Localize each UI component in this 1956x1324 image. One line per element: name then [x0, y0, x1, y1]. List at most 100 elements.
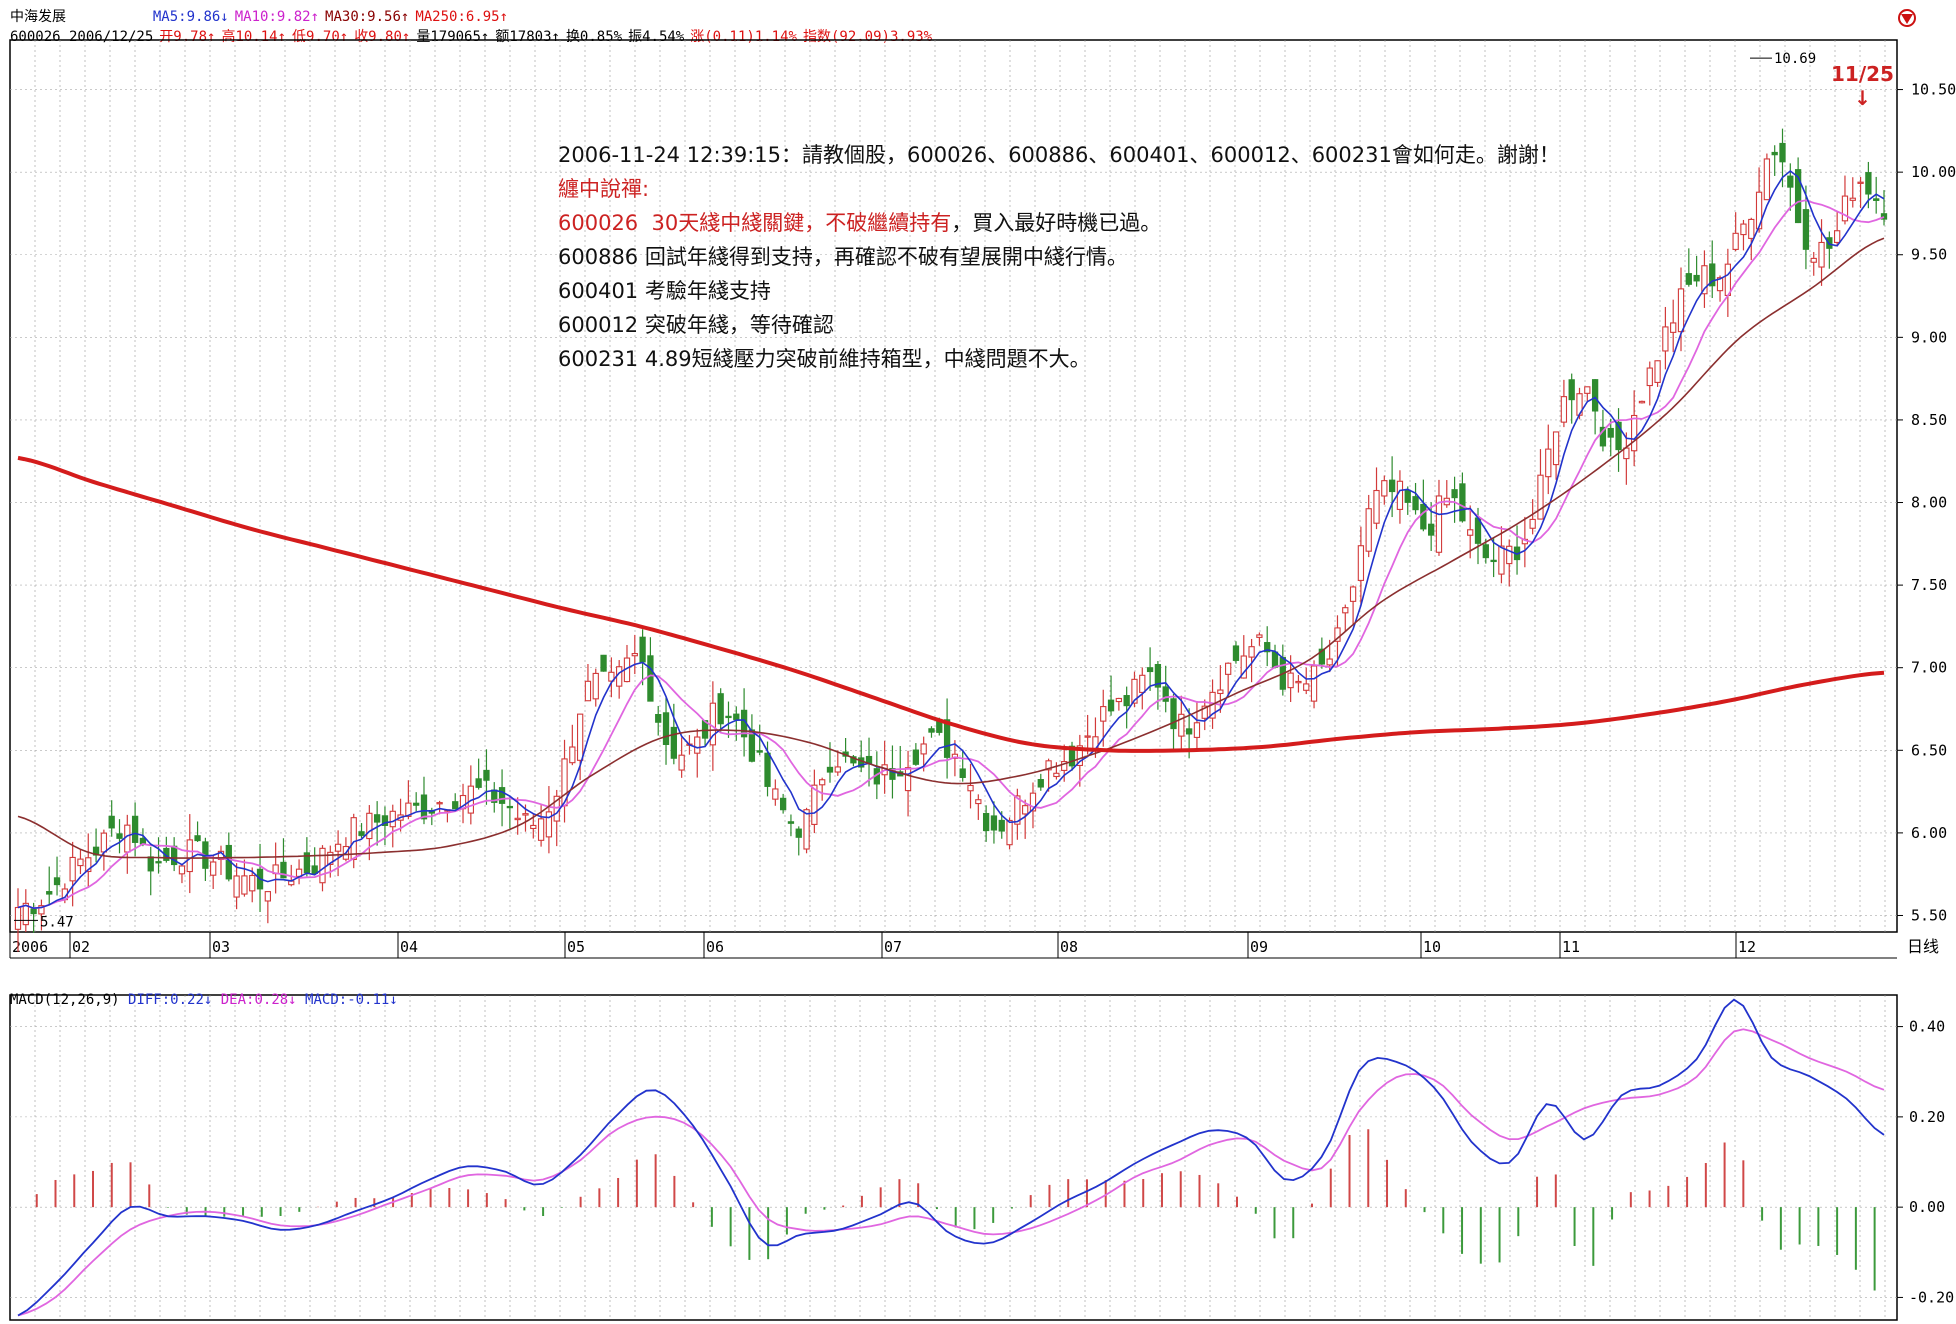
candle-body — [1396, 480, 1404, 510]
candle-body — [498, 787, 506, 804]
candle-body — [1873, 198, 1880, 201]
macd-tick-label: 0.40 — [1909, 1018, 1945, 1036]
quote-value-0: 600026 2006/12/25 — [10, 29, 154, 45]
month-label: 09 — [1250, 938, 1268, 956]
candle-body — [772, 788, 779, 800]
month-label: 11 — [1562, 938, 1580, 956]
candle-body — [1053, 772, 1060, 778]
candle-body — [717, 693, 724, 725]
notes-line-600026: 600026 30天綫中綫關鍵，不破繼續持有，買入最好時機已過。 — [558, 206, 1560, 240]
price-tick-label: 10.00 — [1911, 163, 1956, 181]
candle-body — [725, 715, 732, 719]
candle-body — [1139, 674, 1146, 693]
candle-body — [1232, 645, 1240, 661]
candle-body — [1834, 230, 1841, 243]
price-tick-label: 8.50 — [1911, 411, 1947, 429]
candle-body — [982, 812, 990, 832]
candle-body — [1865, 172, 1872, 195]
candle-body — [22, 902, 29, 926]
candle-body — [311, 865, 318, 875]
quote-value-3: 低9.70↑ — [292, 29, 349, 45]
candle-body — [178, 865, 186, 875]
candle-body — [787, 821, 795, 824]
down-arrow-logo-icon — [1898, 9, 1916, 27]
candle-body — [545, 811, 553, 838]
candle-body — [1420, 503, 1427, 530]
candle-body — [1201, 705, 1208, 719]
notes-line-600012: 600012 突破年綫，等待確認 — [558, 313, 834, 337]
candle-body — [779, 797, 787, 811]
candle-body — [1646, 367, 1653, 387]
candle-body — [1310, 665, 1318, 702]
candle-body — [280, 861, 287, 879]
candle-body — [1810, 257, 1817, 263]
candle-body — [1732, 232, 1739, 250]
ma5-line — [17, 169, 1885, 910]
candle-body — [639, 636, 646, 663]
candle-body — [1716, 277, 1724, 292]
candle-body — [943, 719, 951, 758]
candle-body — [53, 877, 61, 886]
dea-line — [17, 1028, 1885, 1317]
candle-body — [811, 784, 818, 825]
candle-body — [662, 712, 670, 745]
candle-body — [1248, 646, 1255, 658]
candle-body — [1857, 181, 1864, 184]
quote-value-1: 开9.78↑ — [159, 29, 216, 45]
quote-value-7: 换0.85% — [565, 29, 623, 45]
candle-body — [904, 767, 912, 792]
candle-body — [959, 768, 966, 778]
candle-body — [405, 802, 412, 817]
price-tick-label: 6.00 — [1911, 824, 1947, 842]
notes-code-600026: 600026 — [558, 211, 639, 235]
period-label: 日线 — [1907, 937, 1939, 956]
notes-question: 2006-11-24 12:39:15：請教個股，600026、600886、6… — [558, 143, 1560, 167]
candle-body — [1022, 805, 1029, 815]
candle-body — [249, 874, 256, 892]
candle-body — [46, 891, 53, 895]
candle-body — [1615, 421, 1622, 451]
quote-value-4: 收9.80↑ — [354, 29, 411, 45]
candle-body — [358, 831, 365, 836]
candle-body — [1537, 474, 1544, 520]
quote-value-6: 额17803↑ — [495, 29, 560, 45]
stock-name: 中海发展 — [10, 9, 66, 25]
candle-body — [241, 875, 248, 895]
candle-body — [1623, 447, 1630, 460]
candle-body — [1342, 607, 1349, 614]
candle-body — [631, 653, 638, 657]
quote-value-8: 振4.54% — [628, 29, 685, 45]
candle-body — [108, 815, 115, 829]
macd-dea-label: DEA:0.28↓ — [220, 992, 297, 1008]
candle-body — [1490, 559, 1497, 563]
candle-body — [678, 754, 685, 771]
candle-body — [1467, 529, 1474, 536]
candle-body — [1349, 586, 1357, 602]
candle-body — [1724, 263, 1731, 297]
date-marker-label: 11/25 — [1831, 62, 1894, 86]
candle-body — [1498, 545, 1505, 575]
candle-body — [1818, 241, 1825, 268]
candle-body — [1193, 722, 1201, 738]
candle-body — [506, 805, 514, 809]
candle-body — [1162, 686, 1169, 702]
candle-body — [1693, 274, 1700, 282]
commentary-notes: 2006-11-24 12:39:15：請教個股，600026、600886、6… — [558, 138, 1560, 376]
month-label: 03 — [212, 938, 230, 956]
candle-body — [1670, 322, 1677, 333]
candle-body — [928, 728, 935, 733]
macd-diff-label: DIFF:0.22↓ — [128, 992, 213, 1008]
candle-body — [764, 752, 771, 787]
candle-body — [1240, 655, 1247, 679]
candle-body — [1880, 213, 1888, 220]
price-tick-label: 10.50 — [1911, 81, 1956, 99]
candle-body — [967, 784, 974, 792]
candle-body — [319, 847, 326, 884]
candle-body — [803, 809, 810, 850]
candle-body — [1287, 672, 1294, 689]
candle-body — [1404, 489, 1411, 503]
candle-body — [1115, 697, 1123, 703]
candle-body — [366, 812, 373, 840]
candle-body — [1037, 779, 1044, 788]
